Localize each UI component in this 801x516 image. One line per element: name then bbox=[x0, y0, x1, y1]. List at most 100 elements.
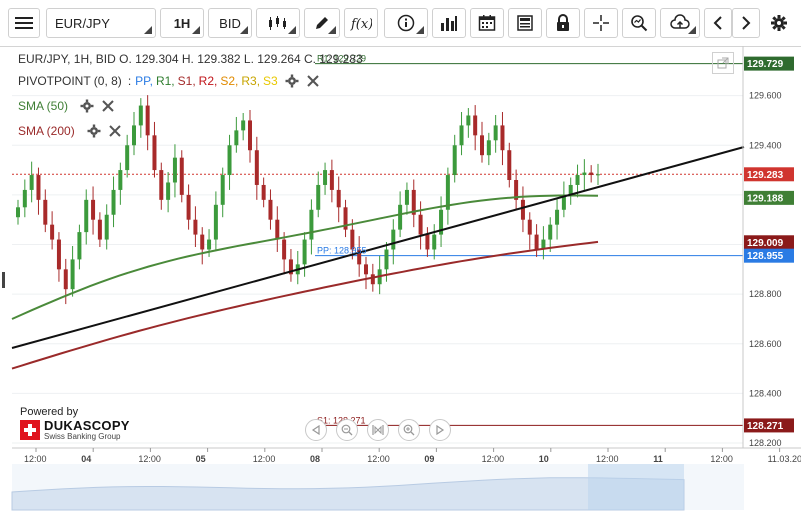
price-tag-label: 128.955 bbox=[747, 251, 784, 262]
zoom-button[interactable] bbox=[622, 8, 656, 38]
timeframe-selector[interactable]: 1H bbox=[160, 8, 204, 38]
zoom-out-icon bbox=[341, 424, 353, 436]
scroll-left-button[interactable] bbox=[704, 8, 732, 38]
volume-button[interactable] bbox=[432, 8, 466, 38]
nav-forward-button[interactable] bbox=[429, 419, 451, 441]
timeframe-label: 1H bbox=[173, 15, 191, 31]
candle bbox=[241, 120, 246, 131]
caret-icon bbox=[416, 26, 424, 34]
candles-icon bbox=[269, 16, 286, 30]
candle bbox=[16, 207, 20, 218]
candle bbox=[145, 105, 150, 136]
zoom-icon bbox=[631, 15, 648, 32]
candle bbox=[138, 105, 143, 126]
candle bbox=[507, 150, 512, 180]
calendar-button[interactable] bbox=[470, 8, 504, 38]
nav-back-button[interactable] bbox=[305, 419, 327, 441]
pivot-item: S2, bbox=[220, 74, 239, 88]
candle bbox=[248, 120, 252, 151]
indicators-button[interactable]: f(x) bbox=[344, 8, 378, 38]
caret-icon bbox=[240, 26, 248, 34]
candle bbox=[561, 194, 566, 210]
trendline[interactable] bbox=[11, 146, 745, 349]
navigator-strip[interactable] bbox=[11, 464, 744, 511]
candle bbox=[179, 157, 184, 195]
y-tick-label: 128.600 bbox=[749, 339, 782, 349]
news-button[interactable] bbox=[508, 8, 542, 38]
candle bbox=[582, 172, 587, 176]
zoom-in-icon bbox=[403, 424, 415, 436]
candle bbox=[36, 175, 41, 200]
candle bbox=[132, 125, 136, 146]
crosshair-button[interactable] bbox=[584, 8, 618, 38]
pivot-item: PP, bbox=[135, 74, 153, 88]
fit-button[interactable] bbox=[367, 419, 389, 441]
caret-icon bbox=[192, 26, 200, 34]
chart-type-button[interactable] bbox=[256, 8, 300, 38]
symbol-selector[interactable]: EUR/JPY bbox=[46, 8, 156, 38]
candle bbox=[520, 199, 525, 220]
candle bbox=[63, 269, 68, 290]
candle bbox=[439, 209, 444, 235]
draw-button[interactable] bbox=[304, 8, 340, 38]
candle bbox=[309, 209, 314, 240]
candle bbox=[541, 239, 546, 250]
candle bbox=[288, 259, 293, 275]
candle bbox=[473, 115, 478, 136]
x-tick-label: 12:00 bbox=[482, 454, 505, 464]
dukascopy-logo: DUKASCOPY Swiss Banking Group bbox=[20, 419, 130, 441]
sma200-line bbox=[11, 240, 599, 370]
candle bbox=[459, 125, 464, 146]
candle bbox=[29, 175, 34, 190]
lock-icon bbox=[557, 14, 569, 31]
candle bbox=[77, 232, 82, 260]
candle bbox=[514, 180, 519, 200]
navigator-window[interactable] bbox=[588, 464, 684, 510]
caret-icon bbox=[144, 26, 152, 34]
close-icon[interactable] bbox=[108, 125, 121, 137]
candle bbox=[275, 219, 280, 240]
gear-icon[interactable] bbox=[285, 74, 299, 88]
candle bbox=[70, 259, 75, 290]
menu-button[interactable] bbox=[8, 8, 40, 38]
candle bbox=[43, 199, 48, 225]
popout-button[interactable] bbox=[712, 52, 734, 74]
brand-tagline: Swiss Banking Group bbox=[44, 432, 121, 441]
candle bbox=[555, 209, 560, 225]
settings-button[interactable] bbox=[764, 8, 794, 38]
candle bbox=[207, 239, 212, 250]
pivot-item: R3, bbox=[241, 74, 261, 88]
side-selector[interactable]: BID bbox=[208, 8, 252, 38]
drag-handle[interactable] bbox=[2, 272, 5, 288]
scroll-right-button[interactable] bbox=[732, 8, 760, 38]
candle bbox=[364, 264, 368, 275]
candle bbox=[384, 249, 389, 270]
candle bbox=[575, 175, 580, 185]
close-icon[interactable] bbox=[307, 75, 319, 87]
candle bbox=[493, 125, 498, 141]
candle bbox=[186, 194, 191, 220]
gear-icon[interactable] bbox=[80, 99, 94, 113]
x-tick-label: 08 bbox=[310, 454, 320, 464]
pivot-item: R2, bbox=[198, 74, 218, 88]
x-tick-label: 11.03.2021 bbox=[768, 454, 801, 464]
lock-button[interactable] bbox=[546, 8, 580, 38]
candle bbox=[91, 199, 96, 220]
zoom-in-button[interactable] bbox=[398, 419, 420, 441]
x-tick-label: 12:00 bbox=[710, 454, 733, 464]
y-tick-label: 129.400 bbox=[749, 140, 782, 150]
candle bbox=[589, 172, 594, 176]
candle bbox=[261, 184, 266, 200]
gear-icon[interactable] bbox=[87, 124, 101, 138]
upload-button[interactable] bbox=[660, 8, 700, 38]
candle bbox=[329, 170, 334, 190]
chevron-left-icon bbox=[713, 16, 722, 30]
price-tag-label: 129.283 bbox=[747, 170, 784, 181]
close-icon[interactable] bbox=[102, 100, 114, 112]
candle bbox=[466, 115, 471, 126]
info-button[interactable] bbox=[384, 8, 428, 38]
x-tick-label: 12:00 bbox=[24, 454, 47, 464]
zoom-out-button[interactable] bbox=[336, 419, 358, 441]
candle bbox=[527, 219, 532, 235]
